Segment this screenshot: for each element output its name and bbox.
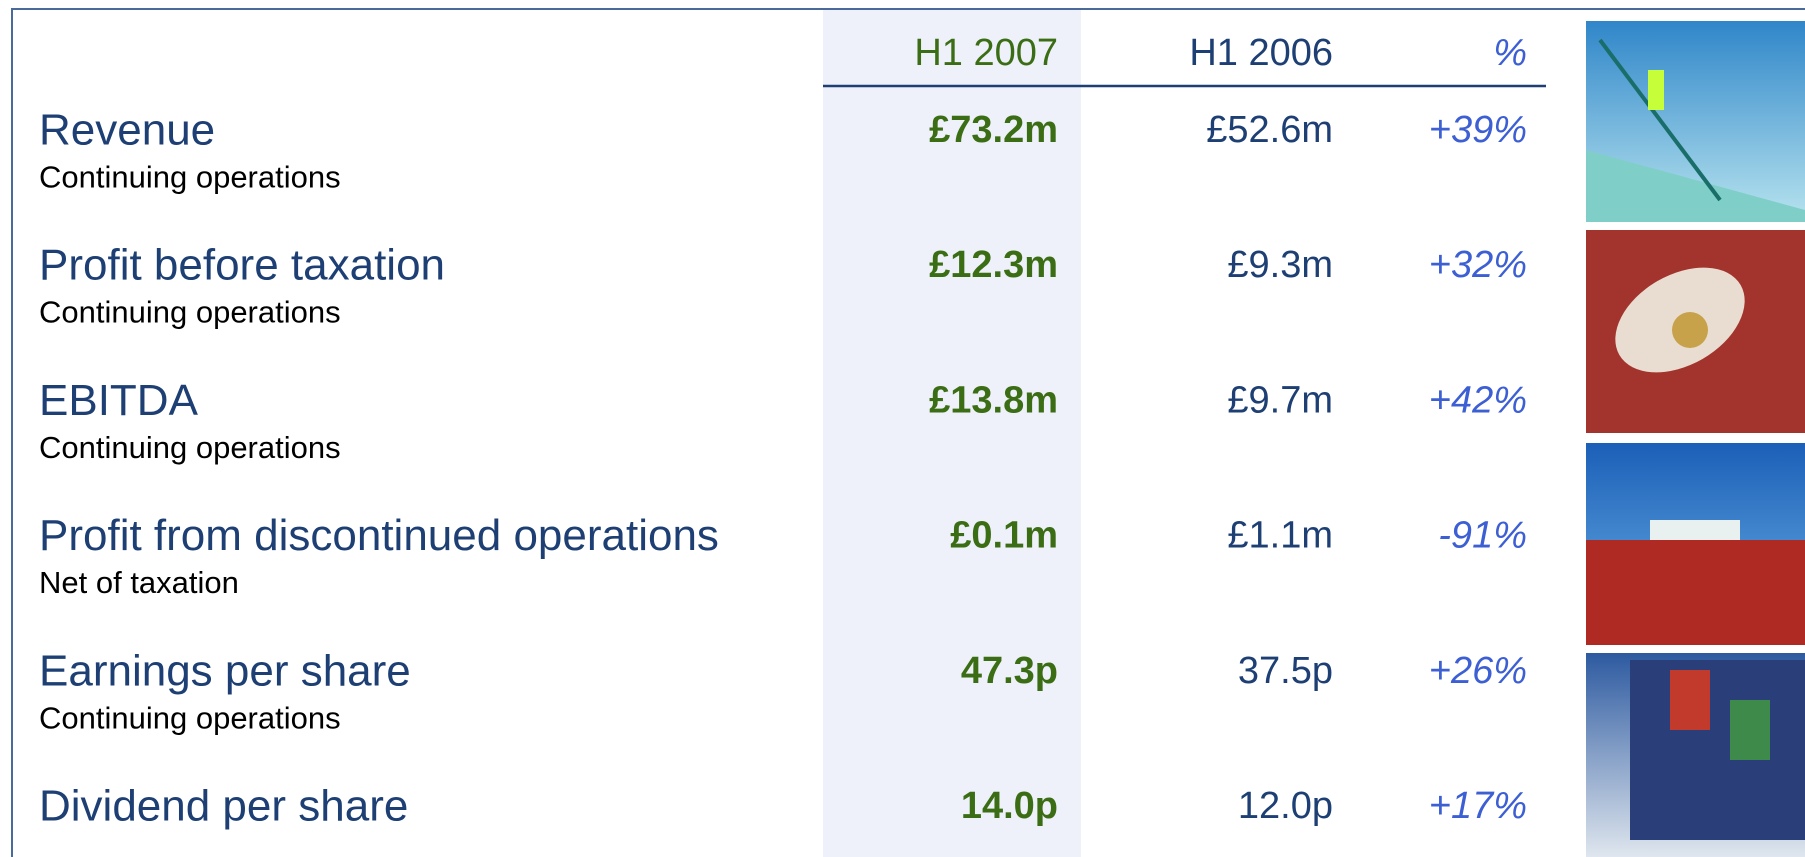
value-change: +17% bbox=[1429, 785, 1527, 827]
row-sublabel: Continuing operations bbox=[39, 430, 341, 465]
value-change: +26% bbox=[1429, 650, 1527, 692]
value-h1-2007: £73.2m bbox=[929, 109, 1058, 151]
value-h1-2006: £9.3m bbox=[1227, 244, 1333, 286]
table-body: Revenue Continuing operations £73.2m £52.6m… bbox=[39, 106, 1527, 831]
row-label: Profit before taxation bbox=[39, 241, 445, 290]
value-h1-2007: £12.3m bbox=[929, 244, 1058, 286]
frame bbox=[11, 8, 1805, 857]
value-h1-2007: 47.3p bbox=[961, 650, 1058, 692]
value-change: -91% bbox=[1438, 515, 1527, 557]
value-change: +39% bbox=[1429, 109, 1527, 151]
photos bbox=[1586, 21, 1805, 857]
value-h1-2007: £13.8m bbox=[929, 379, 1058, 421]
value-h1-2006: £1.1m bbox=[1227, 515, 1333, 557]
row-label: Revenue bbox=[39, 106, 215, 155]
row-label: Dividend per share bbox=[39, 782, 408, 831]
value-change: +42% bbox=[1429, 379, 1527, 421]
row-label: Earnings per share bbox=[39, 646, 411, 695]
row-sublabel: Net of taxation bbox=[39, 565, 239, 600]
column-header: H1 2006 bbox=[1189, 32, 1333, 74]
value-h1-2006: 37.5p bbox=[1238, 650, 1333, 692]
value-h1-2006: 12.0p bbox=[1238, 785, 1333, 827]
column-header: H1 2007 bbox=[914, 32, 1058, 74]
value-h1-2007: 14.0p bbox=[961, 785, 1058, 827]
row-sublabel: Continuing operations bbox=[39, 700, 341, 735]
value-change: +32% bbox=[1429, 244, 1527, 286]
row-sublabel: Continuing operations bbox=[39, 295, 341, 330]
highlight-column bbox=[823, 10, 1081, 857]
value-h1-2007: £0.1m bbox=[950, 515, 1058, 557]
row-sublabel: Continuing operations bbox=[39, 160, 341, 195]
value-h1-2006: £9.7m bbox=[1227, 379, 1333, 421]
column-header: % bbox=[1493, 32, 1527, 74]
row-label: Profit from discontinued operations bbox=[39, 511, 719, 560]
row-label: EBITDA bbox=[39, 376, 199, 425]
value-h1-2006: £52.6m bbox=[1206, 109, 1333, 151]
